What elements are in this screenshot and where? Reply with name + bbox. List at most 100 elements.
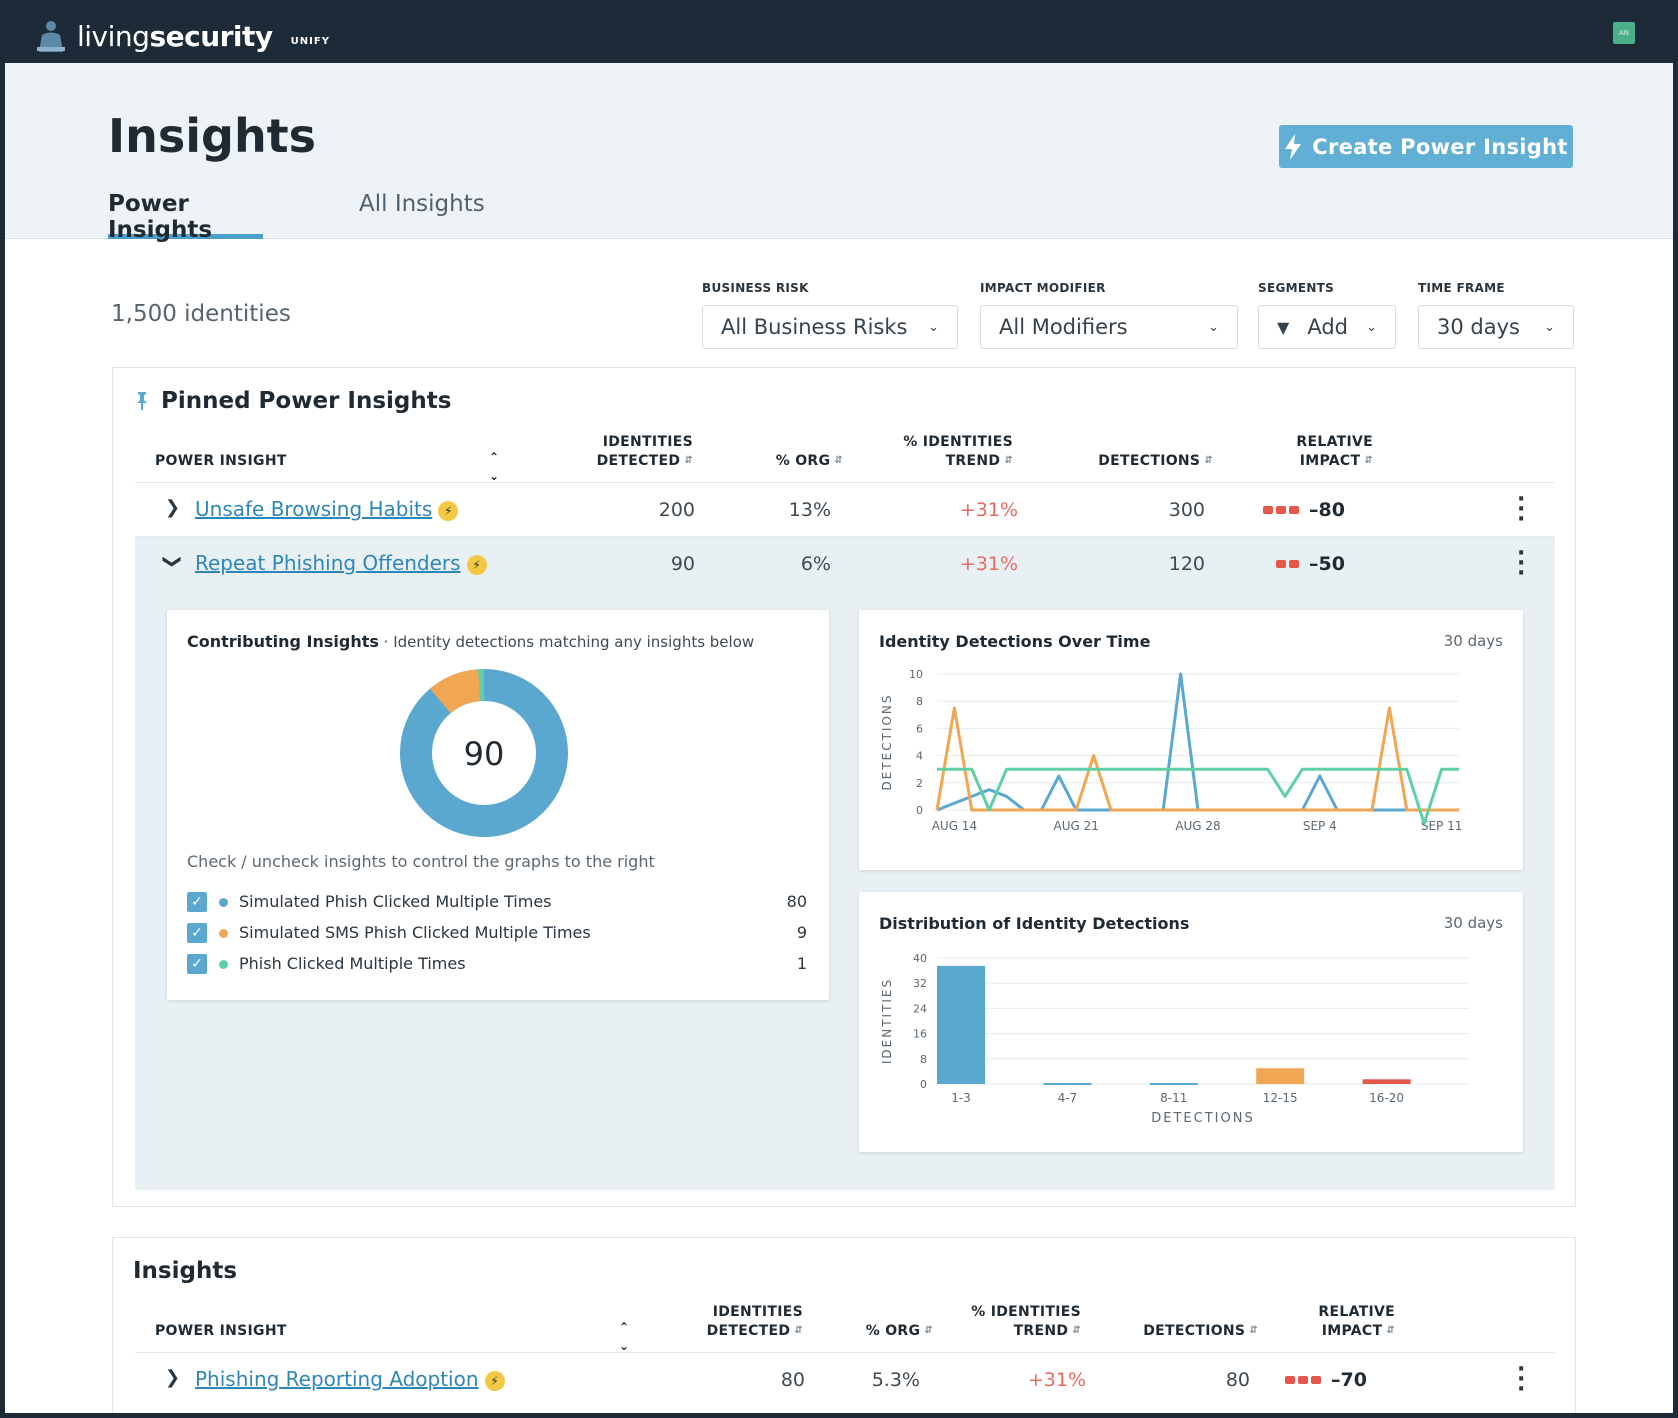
- impact-value: –80: [1263, 499, 1345, 521]
- donut-slice-phish-clicked[interactable]: [400, 669, 568, 837]
- col-relative-impact[interactable]: RELATIVE IMPACT ⇵: [1296, 434, 1373, 469]
- sort-icon: ⇵: [924, 1325, 933, 1336]
- legend-item[interactable]: ✓ Simulated SMS Phish Clicked Multiple T…: [187, 923, 807, 947]
- sort-icon: ⇵: [1386, 1325, 1395, 1336]
- y-tick-label: 10: [909, 668, 923, 681]
- chevron-down-icon[interactable]: ❯: [162, 553, 184, 570]
- chevron-right-icon[interactable]: ❯: [165, 1367, 181, 1388]
- detections-value: 300: [1168, 499, 1205, 521]
- donut-slice-phish[interactable]: [400, 669, 568, 837]
- x-tick-label: AUG 21: [1054, 819, 1099, 833]
- table-row[interactable]: ❯ Unsafe Browsing Habits ⚡ 200 13% +31% 3…: [135, 482, 1555, 536]
- create-power-insight-button[interactable]: Create Power Insight: [1279, 125, 1573, 168]
- y-tick-label: 0: [916, 804, 923, 817]
- sort-icon: ⇵: [834, 455, 843, 466]
- bar: [1256, 1068, 1305, 1084]
- col-power-insight[interactable]: POWER INSIGHT: [155, 1323, 287, 1339]
- legend-value: 9: [796, 923, 807, 942]
- trend-value: +31%: [959, 553, 1018, 575]
- legend-label: Phish Clicked Multiple Times: [239, 954, 466, 973]
- x-tick-label: 8-11: [1160, 1091, 1187, 1105]
- insight-link[interactable]: Phishing Reporting Adoption ⚡: [195, 1367, 505, 1391]
- col-org[interactable]: % ORG ⇵: [775, 453, 843, 469]
- pinned-power-insights-panel: Pinned Power Insights POWER INSIGHT ⌃ ⌄ I…: [112, 367, 1576, 1207]
- time-frame-value: 30 days: [1437, 315, 1520, 339]
- x-tick-label: AUG 14: [932, 819, 977, 833]
- insight-link[interactable]: Repeat Phishing Offenders ⚡: [195, 551, 487, 575]
- avatar[interactable]: AN: [1613, 22, 1635, 44]
- y-axis-label: DETECTIONS: [880, 693, 894, 790]
- y-tick-label: 32: [913, 977, 927, 990]
- legend-item[interactable]: ✓ Simulated Phish Clicked Multiple Times…: [187, 892, 807, 916]
- impact-modifier-label: IMPACT MODIFIER: [980, 281, 1106, 295]
- sort-icon[interactable]: ⌃ ⌄: [489, 450, 500, 483]
- sort-icon[interactable]: ⌃ ⌄: [619, 1320, 630, 1353]
- business-risk-label: BUSINESS RISK: [702, 281, 809, 295]
- more-options-icon[interactable]: · · ·: [1517, 541, 1526, 586]
- col-identities-detected[interactable]: IDENTITIES DETECTED ⇵: [596, 434, 693, 469]
- identities-value: 90: [670, 553, 695, 575]
- impact-blocks: [1263, 506, 1299, 514]
- create-power-insight-label: Create Power Insight: [1312, 134, 1568, 159]
- logo-figure-icon: [37, 21, 65, 52]
- impact-blocks: [1276, 560, 1299, 568]
- checkbox-checked-icon[interactable]: ✓: [187, 923, 207, 943]
- detections-value: 80: [1225, 1369, 1250, 1391]
- series-line: [935, 706, 1459, 812]
- checkbox-checked-icon[interactable]: ✓: [187, 892, 207, 912]
- col-power-insight[interactable]: POWER INSIGHT: [155, 453, 287, 469]
- more-options-icon[interactable]: · · ·: [1517, 487, 1526, 532]
- sort-icon: ⇵: [1004, 455, 1013, 466]
- donut-chart: 90: [400, 669, 568, 837]
- y-tick-label: 8: [916, 695, 923, 708]
- product-name: UNIFY: [290, 35, 330, 47]
- business-risk-select[interactable]: All Business Risks ⌄: [702, 305, 958, 349]
- legend-dot: [219, 960, 228, 969]
- lightning-icon: ⚡: [484, 1370, 505, 1391]
- y-tick-label: 24: [913, 1002, 927, 1015]
- brand-name: livingsecurity: [77, 19, 273, 53]
- more-options-icon[interactable]: · · ·: [1517, 1357, 1526, 1402]
- logo[interactable]: livingsecurity UNIFY: [33, 19, 330, 53]
- page-title: Insights: [108, 109, 317, 163]
- table-row[interactable]: ❯ Phishing Reporting Adoption ⚡ 80 5.3% +…: [135, 1352, 1555, 1406]
- x-tick-label: SEP 4: [1303, 819, 1337, 833]
- col-relative-impact[interactable]: RELATIVE IMPACT ⇵: [1318, 1304, 1395, 1339]
- bar: [1043, 1083, 1092, 1086]
- y-tick-label: 8: [920, 1053, 927, 1066]
- segments-select[interactable]: ▼ Add ⌄: [1258, 305, 1396, 349]
- col-identities-trend[interactable]: % IDENTITIES TREND ⇵: [971, 1304, 1081, 1339]
- filter-icon: ▼: [1277, 317, 1290, 337]
- chart-title: Distribution of Identity Detections: [879, 914, 1190, 933]
- pinned-title: Pinned Power Insights: [161, 388, 452, 414]
- business-risk-value: All Business Risks: [721, 315, 908, 339]
- impact-modifier-select[interactable]: All Modifiers ⌄: [980, 305, 1238, 349]
- time-frame-select[interactable]: 30 days ⌄: [1418, 305, 1574, 349]
- page-header: Insights Create Power Insight Power Insi…: [5, 63, 1673, 243]
- impact-value: –50: [1276, 553, 1345, 575]
- legend-item[interactable]: ✓ Phish Clicked Multiple Times 1: [187, 954, 807, 978]
- lightning-icon: ⚡: [438, 500, 459, 521]
- chevron-right-icon[interactable]: ❯: [165, 497, 181, 518]
- tab-power-insights[interactable]: Power Insights: [108, 191, 263, 243]
- org-value: 5.3%: [871, 1369, 920, 1391]
- tab-all-insights[interactable]: All Insights: [359, 191, 485, 217]
- identities-value: 200: [658, 499, 695, 521]
- donut-total: 90: [464, 735, 505, 773]
- table-row[interactable]: ❯ Repeat Phishing Offenders ⚡ 90 6% +31% …: [135, 536, 1555, 590]
- y-axis-label: IDENTITIES: [880, 978, 894, 1064]
- time-frame-label: TIME FRAME: [1418, 281, 1505, 295]
- insight-link[interactable]: Unsafe Browsing Habits ⚡: [195, 497, 459, 521]
- col-identities-trend[interactable]: % IDENTITIES TREND ⇵: [903, 434, 1013, 469]
- col-org[interactable]: % ORG ⇵: [865, 1323, 933, 1339]
- bar: [1149, 1083, 1198, 1086]
- col-detections[interactable]: DETECTIONS ⇵: [1143, 1323, 1258, 1339]
- legend-value: 1: [796, 954, 807, 973]
- col-detections[interactable]: DETECTIONS ⇵: [1098, 453, 1213, 469]
- checkbox-checked-icon[interactable]: ✓: [187, 954, 207, 974]
- x-tick-label: 16-20: [1369, 1091, 1404, 1105]
- sort-icon: ⇵: [684, 455, 693, 466]
- legend-dot: [219, 898, 228, 907]
- col-identities-detected[interactable]: IDENTITIES DETECTED ⇵: [706, 1304, 803, 1339]
- x-tick-label: SEP 11: [1421, 819, 1463, 833]
